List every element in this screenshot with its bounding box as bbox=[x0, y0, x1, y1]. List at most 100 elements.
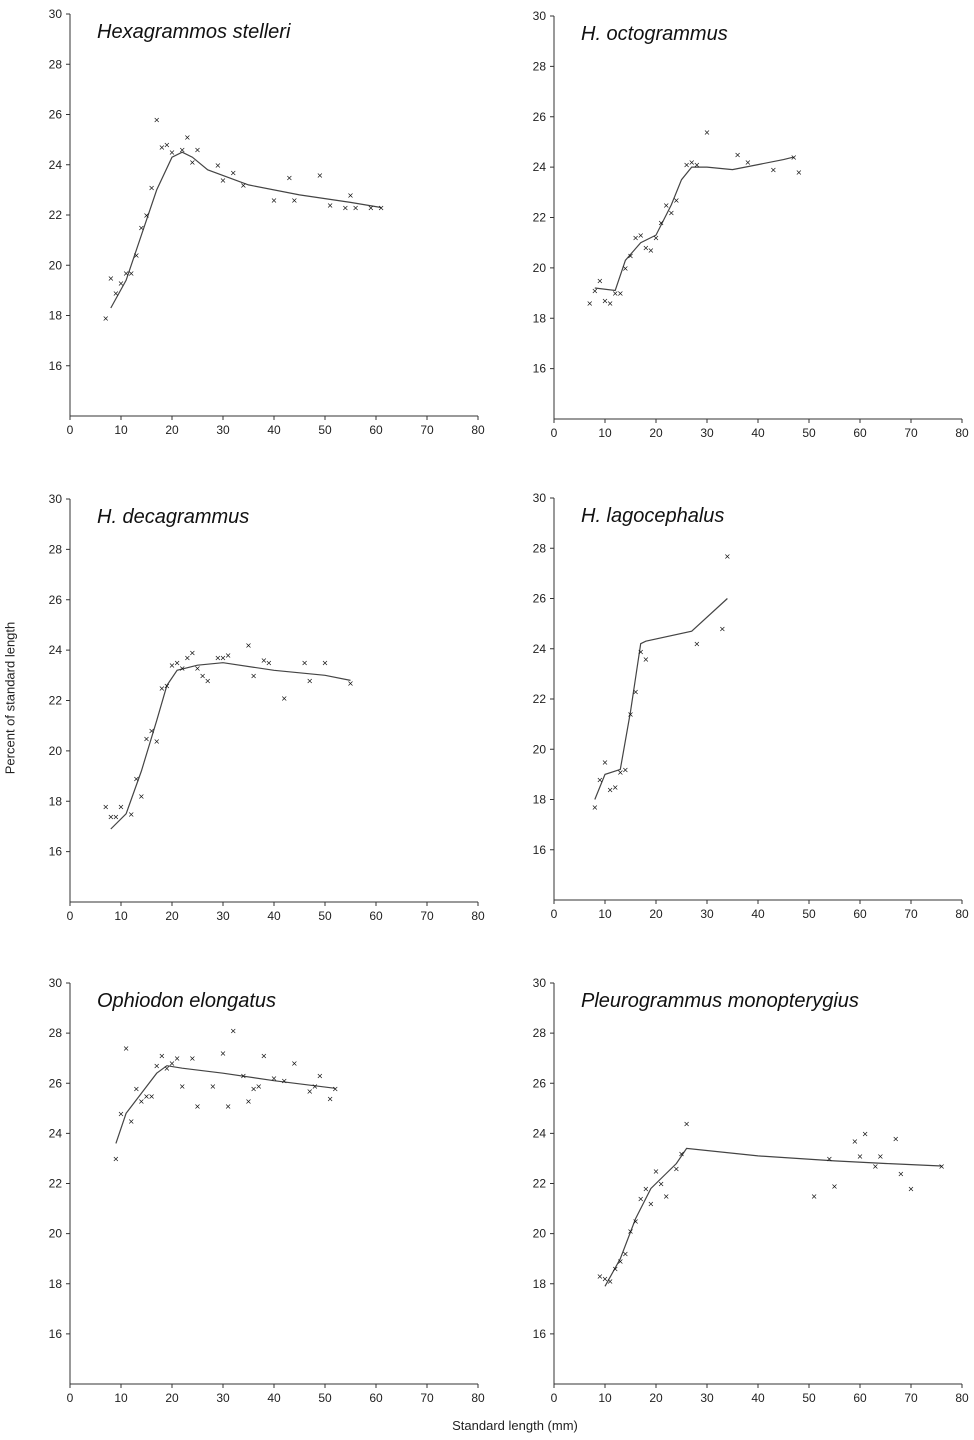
data-point: × bbox=[658, 219, 665, 228]
data-point: × bbox=[148, 1092, 155, 1101]
y-tick-label: 24 bbox=[533, 642, 547, 656]
x-tick-label: 40 bbox=[751, 426, 765, 440]
y-tick-label: 26 bbox=[533, 1076, 547, 1090]
y-tick-label: 30 bbox=[533, 9, 547, 23]
data-point: × bbox=[245, 641, 252, 650]
data-point: × bbox=[642, 244, 649, 253]
fit-curve bbox=[594, 156, 794, 292]
y-tick-label: 30 bbox=[49, 976, 63, 990]
x-tick-label: 40 bbox=[267, 423, 281, 437]
x-tick-label: 60 bbox=[369, 423, 383, 437]
data-point: × bbox=[240, 181, 247, 190]
x-tick-label: 50 bbox=[318, 909, 332, 923]
data-point: × bbox=[317, 171, 324, 180]
data-point: × bbox=[678, 1149, 685, 1158]
data-point: × bbox=[892, 1134, 899, 1143]
data-point: × bbox=[118, 802, 125, 811]
data-point: × bbox=[107, 274, 114, 283]
data-point: × bbox=[378, 203, 385, 212]
data-point: × bbox=[311, 1082, 318, 1091]
data-point: × bbox=[271, 196, 278, 205]
x-tick-label: 50 bbox=[802, 907, 816, 921]
x-tick-label: 40 bbox=[751, 907, 765, 921]
data-point: × bbox=[255, 1082, 262, 1091]
x-tick-label: 50 bbox=[318, 423, 332, 437]
x-tick-label: 30 bbox=[216, 423, 230, 437]
fit-curve bbox=[594, 598, 728, 800]
y-tick-label: 26 bbox=[49, 1076, 63, 1090]
data-point: × bbox=[215, 161, 222, 170]
data-point: × bbox=[286, 173, 293, 182]
fit-curve bbox=[115, 1065, 336, 1144]
y-tick-label: 22 bbox=[49, 694, 63, 708]
x-tick-label: 60 bbox=[853, 907, 867, 921]
fit-curve bbox=[110, 151, 382, 309]
data-point: × bbox=[291, 196, 298, 205]
data-point: × bbox=[153, 116, 160, 125]
data-point: × bbox=[199, 671, 206, 680]
x-tick-label: 80 bbox=[955, 426, 969, 440]
data-point: × bbox=[240, 1072, 247, 1081]
y-tick-label: 20 bbox=[533, 261, 547, 275]
y-axis-label-text: Percent of standard length bbox=[2, 621, 18, 775]
data-point: × bbox=[189, 158, 196, 167]
data-point: × bbox=[663, 201, 670, 210]
data-point: × bbox=[627, 251, 634, 260]
x-tick-label: 70 bbox=[904, 1391, 918, 1405]
data-point: × bbox=[158, 684, 165, 693]
data-point: × bbox=[642, 655, 649, 664]
x-tick-label: 50 bbox=[802, 426, 816, 440]
data-point: × bbox=[622, 765, 629, 774]
data-point: × bbox=[648, 246, 655, 255]
chart-title: H. octogrammus bbox=[581, 23, 728, 45]
y-tick-label: 26 bbox=[533, 110, 547, 124]
data-point: × bbox=[591, 803, 598, 812]
data-point: × bbox=[724, 552, 731, 561]
data-point: × bbox=[653, 234, 660, 243]
data-point: × bbox=[158, 1052, 165, 1061]
y-tick-label: 16 bbox=[49, 359, 63, 373]
data-point: × bbox=[230, 168, 237, 177]
data-point: × bbox=[143, 211, 150, 220]
x-tick-label: 30 bbox=[216, 909, 230, 923]
data-point: × bbox=[342, 203, 349, 212]
data-point: × bbox=[831, 1182, 838, 1191]
y-tick-label: 28 bbox=[533, 59, 547, 73]
data-point: × bbox=[113, 1154, 120, 1163]
data-point: × bbox=[174, 659, 181, 668]
data-point: × bbox=[663, 1192, 670, 1201]
y-tick-label: 30 bbox=[533, 491, 547, 505]
y-tick-label: 18 bbox=[533, 311, 547, 325]
chart-panel-1: 0 10 20 30 40 50 60 70 80 16 18 20 22 24 26 28 30 Hexagra… bbox=[49, 7, 485, 437]
data-point: × bbox=[220, 1049, 227, 1058]
y-tick-label: 26 bbox=[49, 108, 63, 122]
x-tick-label: 30 bbox=[700, 426, 714, 440]
x-tick-label: 80 bbox=[955, 907, 969, 921]
data-point: × bbox=[250, 671, 257, 680]
data-point: × bbox=[123, 1044, 130, 1053]
x-axis-label: Standard length (mm) bbox=[452, 1418, 578, 1433]
x-tick-label: 40 bbox=[267, 1391, 281, 1405]
x-tick-label: 70 bbox=[420, 909, 434, 923]
chart-panel-5: 0 10 20 30 40 50 60 70 80 16 18 20 22 24 26 28 30 Ophiodo… bbox=[49, 976, 485, 1405]
data-point: × bbox=[250, 1084, 257, 1093]
x-tick-label: 20 bbox=[165, 909, 179, 923]
data-point: × bbox=[102, 802, 109, 811]
data-point: × bbox=[184, 654, 191, 663]
data-point: × bbox=[158, 143, 165, 152]
data-point: × bbox=[143, 734, 150, 743]
data-point: × bbox=[648, 1200, 655, 1209]
y-tick-label: 28 bbox=[49, 542, 63, 556]
data-point: × bbox=[612, 289, 619, 298]
data-point: × bbox=[179, 664, 186, 673]
data-point: × bbox=[612, 1265, 619, 1274]
data-point: × bbox=[133, 251, 140, 260]
y-tick-label: 28 bbox=[49, 1026, 63, 1040]
data-point: × bbox=[637, 647, 644, 656]
data-point: × bbox=[668, 208, 675, 217]
x-tick-label: 20 bbox=[649, 426, 663, 440]
y-tick-label: 28 bbox=[49, 57, 63, 71]
data-point: × bbox=[194, 146, 201, 155]
data-point: × bbox=[148, 183, 155, 192]
